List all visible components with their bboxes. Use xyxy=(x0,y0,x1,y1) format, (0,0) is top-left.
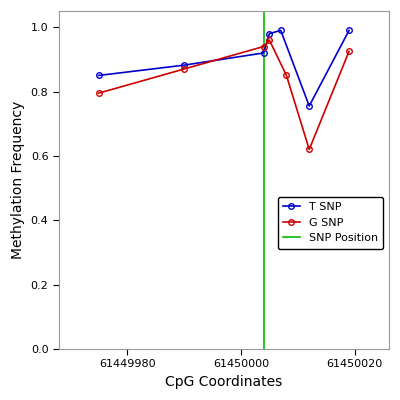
T SNP xyxy=(347,28,352,33)
G SNP xyxy=(182,67,186,72)
T SNP xyxy=(96,73,101,78)
G SNP xyxy=(347,49,352,54)
Line: G SNP: G SNP xyxy=(96,37,352,152)
T SNP xyxy=(278,28,283,33)
G SNP xyxy=(284,73,289,78)
G SNP xyxy=(261,44,266,49)
G SNP xyxy=(96,91,101,96)
Y-axis label: Methylation Frequency: Methylation Frequency xyxy=(11,101,25,259)
X-axis label: CpG Coordinates: CpG Coordinates xyxy=(165,375,282,389)
G SNP xyxy=(307,147,312,152)
Legend: T SNP, G SNP, SNP Position: T SNP, G SNP, SNP Position xyxy=(278,196,383,249)
G SNP xyxy=(267,38,272,42)
Line: T SNP: T SNP xyxy=(96,28,352,109)
T SNP xyxy=(182,63,186,68)
T SNP xyxy=(307,104,312,108)
T SNP xyxy=(261,50,266,55)
T SNP xyxy=(267,31,272,36)
